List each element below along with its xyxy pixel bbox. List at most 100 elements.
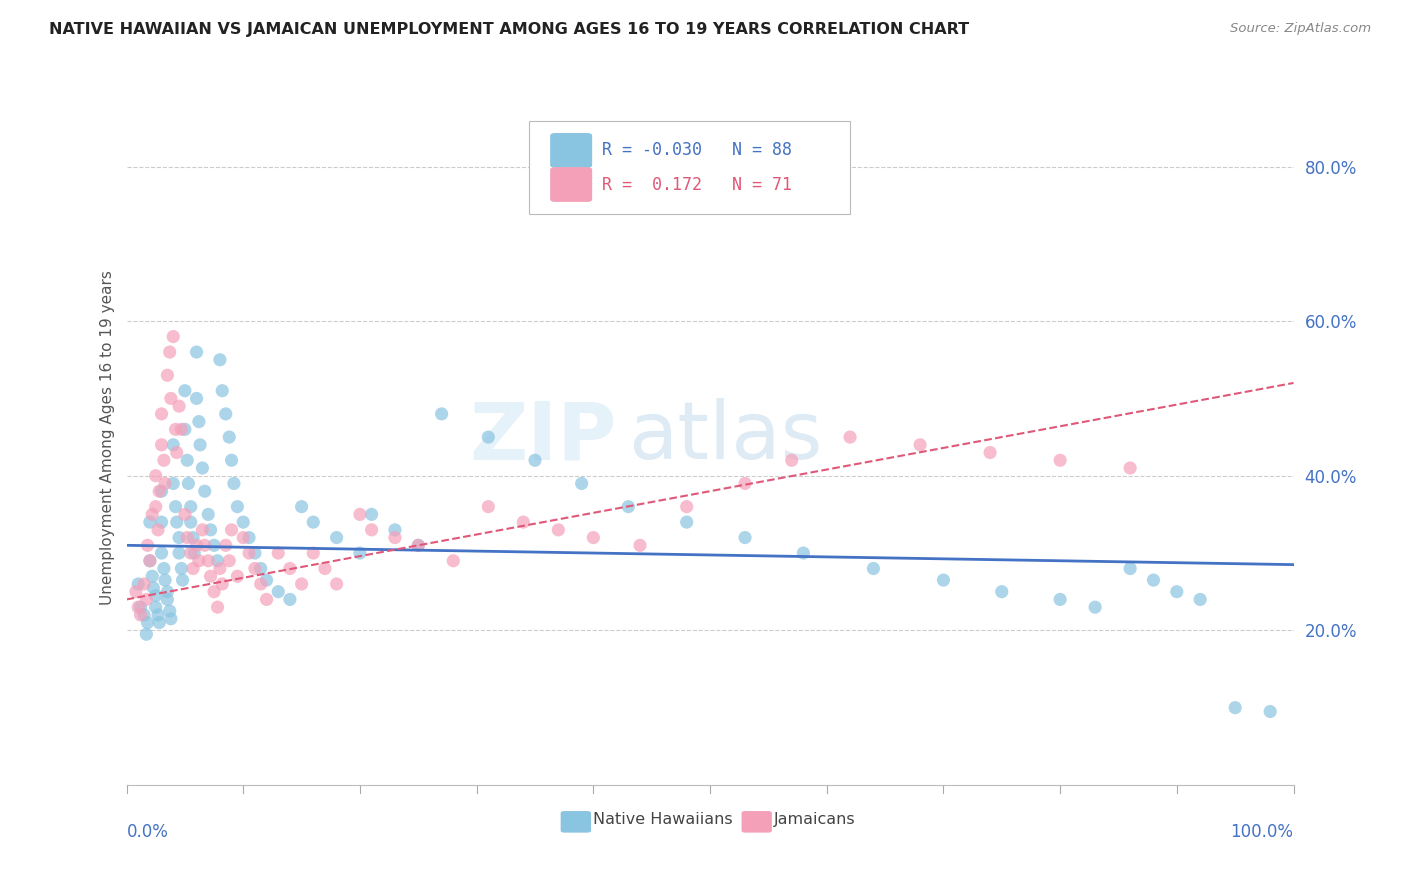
Point — [675, 500, 697, 514]
Point — [1119, 461, 1142, 475]
Point — [150, 484, 173, 499]
Point — [145, 468, 167, 483]
Point — [191, 523, 214, 537]
Point — [167, 546, 190, 560]
Point — [141, 508, 163, 522]
Point — [145, 600, 167, 615]
Point — [792, 546, 814, 560]
Point — [218, 430, 240, 444]
Point — [187, 415, 209, 429]
Point — [384, 531, 406, 545]
Point — [477, 430, 499, 444]
Point — [167, 531, 190, 545]
Point — [132, 577, 155, 591]
Point — [139, 515, 162, 529]
Text: Native Hawaiians: Native Hawaiians — [593, 813, 733, 827]
Point — [628, 538, 651, 552]
Point — [441, 554, 464, 568]
Point — [162, 438, 184, 452]
Point — [162, 476, 184, 491]
Point — [325, 531, 347, 545]
Point — [430, 407, 453, 421]
Point — [908, 438, 931, 452]
Point — [177, 476, 200, 491]
Point — [127, 600, 149, 615]
Text: NATIVE HAWAIIAN VS JAMAICAN UNEMPLOYMENT AMONG AGES 16 TO 19 YEARS CORRELATION C: NATIVE HAWAIIAN VS JAMAICAN UNEMPLOYMENT… — [49, 22, 969, 37]
Point — [183, 546, 205, 560]
Point — [153, 453, 176, 467]
Point — [1049, 592, 1071, 607]
Point — [170, 422, 193, 436]
Point — [222, 476, 245, 491]
Point — [1223, 700, 1246, 714]
Point — [180, 515, 202, 529]
Point — [780, 453, 803, 467]
Point — [360, 523, 382, 537]
Text: 0.0%: 0.0% — [127, 823, 169, 841]
Point — [267, 584, 290, 599]
Point — [194, 538, 217, 552]
Point — [290, 500, 312, 514]
Point — [208, 561, 231, 575]
Point — [208, 352, 231, 367]
Point — [290, 577, 312, 591]
Point — [477, 500, 499, 514]
Point — [734, 531, 756, 545]
Point — [156, 584, 179, 599]
Point — [547, 523, 569, 537]
Point — [153, 476, 176, 491]
Point — [571, 476, 593, 491]
Point — [1119, 561, 1142, 575]
Point — [145, 500, 167, 514]
Point — [232, 515, 254, 529]
Point — [211, 577, 233, 591]
Point — [146, 607, 169, 622]
Point — [159, 345, 181, 359]
Point — [136, 615, 159, 630]
Text: atlas: atlas — [628, 398, 823, 476]
Point — [302, 546, 325, 560]
Point — [862, 561, 884, 575]
Text: R = -0.030   N = 88: R = -0.030 N = 88 — [602, 142, 792, 160]
Point — [979, 445, 1001, 459]
Point — [170, 561, 193, 575]
Point — [153, 561, 176, 575]
Point — [174, 508, 197, 522]
Text: ZIP: ZIP — [470, 398, 617, 476]
Point — [360, 508, 382, 522]
Point — [325, 577, 347, 591]
Point — [160, 612, 183, 626]
Point — [278, 561, 301, 575]
Point — [176, 453, 198, 467]
Point — [181, 531, 204, 545]
Point — [186, 345, 208, 359]
FancyBboxPatch shape — [561, 811, 591, 832]
Point — [221, 453, 243, 467]
Point — [136, 538, 159, 552]
Point — [207, 554, 229, 568]
Point — [160, 392, 183, 406]
Point — [267, 546, 290, 560]
Point — [221, 523, 243, 537]
Point — [249, 561, 271, 575]
Point — [218, 554, 240, 568]
Point — [349, 508, 371, 522]
Point — [153, 573, 176, 587]
Point — [675, 515, 697, 529]
Point — [408, 538, 430, 552]
Point — [1049, 453, 1071, 467]
Point — [582, 531, 605, 545]
Point — [135, 627, 157, 641]
Point — [1142, 573, 1164, 587]
Text: R =  0.172   N = 71: R = 0.172 N = 71 — [602, 176, 792, 194]
Point — [180, 546, 202, 560]
Point — [256, 592, 278, 607]
Point — [617, 500, 640, 514]
Point — [232, 531, 254, 545]
Point — [243, 561, 266, 575]
FancyBboxPatch shape — [741, 811, 772, 832]
Point — [188, 438, 211, 452]
Point — [932, 573, 955, 587]
Point — [186, 392, 208, 406]
Point — [156, 592, 179, 607]
